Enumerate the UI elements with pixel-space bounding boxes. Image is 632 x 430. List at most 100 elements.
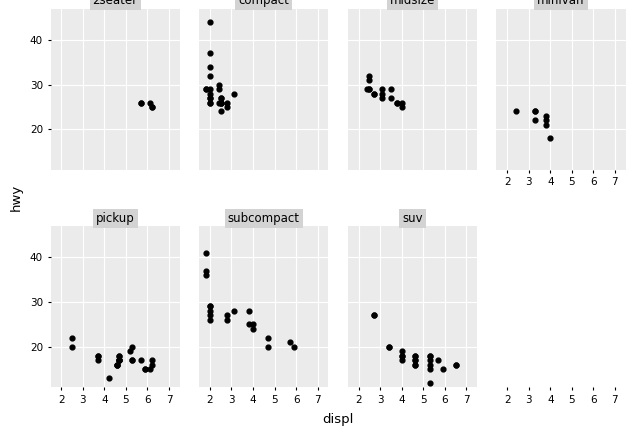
Point [140,366,150,372]
Point [214,81,224,88]
Point [200,272,210,279]
Point [433,357,443,364]
Point [368,312,379,319]
Point [114,352,125,359]
Point [530,117,540,124]
Point [229,90,239,97]
Point [205,63,215,70]
Point [205,86,215,92]
Point [114,357,125,364]
Point [368,90,379,97]
Point [289,343,299,350]
Point [410,352,420,359]
Point [147,104,157,111]
Point [451,361,461,368]
Point [140,366,150,372]
Point [147,357,157,364]
Point [384,343,394,350]
Point [386,95,396,101]
Point [145,366,155,372]
Point [216,95,226,101]
Point [214,99,224,106]
Point [425,357,435,364]
Point [222,99,232,106]
Point [216,108,226,115]
Point [244,321,254,328]
Point [397,104,407,111]
Title: 2seater: 2seater [93,0,138,7]
Point [368,312,379,319]
Point [425,366,435,372]
Point [425,361,435,368]
Title: subcompact: subcompact [228,212,300,225]
Point [93,357,103,364]
Point [147,104,157,111]
Point [205,303,215,310]
Point [216,95,226,101]
Point [200,86,210,92]
Text: hwy: hwy [9,184,23,212]
Point [248,321,258,328]
Point [128,357,138,364]
Point [205,50,215,57]
Point [205,90,215,97]
Title: midsize: midsize [390,0,435,7]
Point [368,90,379,97]
Point [145,99,155,106]
Point [114,357,125,364]
Point [200,86,210,92]
Point [205,303,215,310]
Point [248,326,258,332]
Point [377,86,387,92]
Point [437,366,447,372]
Point [136,357,146,364]
Point [541,117,551,124]
Point [530,108,540,115]
Point [214,86,224,92]
Point [410,361,420,368]
Point [205,99,215,106]
Point [263,335,273,341]
Point [136,99,146,106]
Point [530,108,540,115]
Point [392,99,403,106]
Point [425,352,435,359]
Point [397,357,407,364]
Point [384,343,394,350]
Point [364,77,374,83]
Point [410,357,420,364]
Point [93,352,103,359]
Point [222,104,232,111]
Point [284,339,295,346]
Point [244,307,254,314]
Title: compact: compact [238,0,289,7]
Point [200,267,210,274]
Point [364,72,374,79]
Point [511,108,521,115]
Text: displ: displ [322,413,354,426]
Point [205,316,215,323]
Point [541,121,551,128]
Point [397,352,407,359]
Point [545,135,556,142]
Point [112,361,123,368]
Point [93,352,103,359]
Point [216,99,226,106]
Point [114,357,125,364]
Point [67,343,77,350]
Point [410,361,420,368]
Point [216,99,226,106]
Point [364,86,374,92]
Point [410,357,420,364]
Point [397,348,407,355]
Point [200,249,210,256]
Point [112,361,123,368]
Point [114,357,125,364]
Point [222,312,232,319]
Point [392,99,403,106]
Point [362,86,372,92]
Point [114,352,125,359]
Point [205,312,215,319]
Point [216,99,226,106]
Point [147,361,157,368]
